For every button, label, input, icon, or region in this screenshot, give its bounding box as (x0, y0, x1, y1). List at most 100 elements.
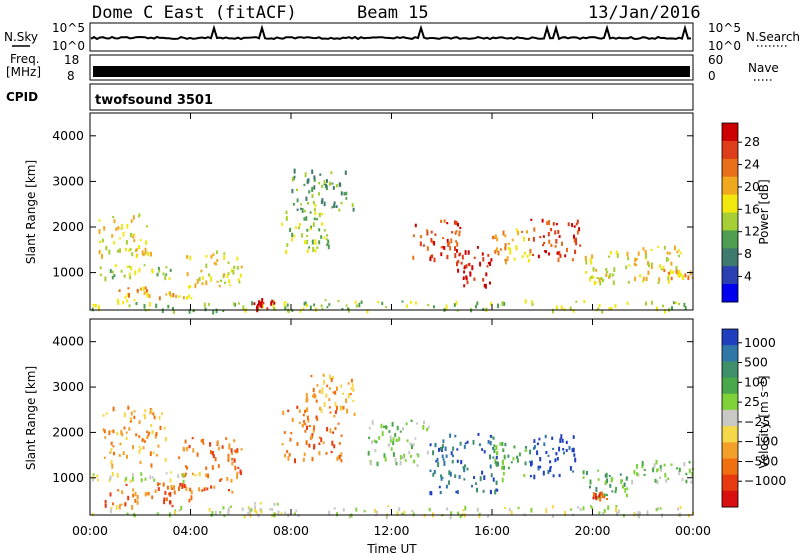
power-pixel (414, 223, 417, 228)
velocity-pixel (303, 420, 306, 424)
velocity-ytick-label: 2000 (52, 424, 84, 439)
power-pixel (127, 287, 130, 290)
velocity-pixel (579, 508, 582, 512)
power-pixel (234, 303, 236, 307)
power-pixel (121, 224, 124, 229)
velocity-pixel (313, 425, 316, 431)
velocity-pixel (287, 409, 290, 413)
velocity-pixel (298, 421, 301, 425)
velocity-pixel (389, 439, 392, 443)
power-pixel (345, 304, 348, 307)
power-pixel (543, 250, 546, 253)
velocity-pixel (454, 474, 457, 478)
velocity-pixel (121, 490, 124, 495)
velocity-pixel (271, 514, 274, 517)
power-pixel (291, 232, 294, 238)
power-pixel (118, 237, 121, 240)
power-pixel (682, 275, 684, 280)
power-pixel (144, 286, 147, 290)
velocity-colorbar-label: −25 (744, 414, 770, 429)
power-pixel (257, 303, 259, 306)
power-pixel (473, 256, 476, 259)
velocity-pixel (507, 454, 510, 458)
velocity-pixel (399, 455, 402, 460)
velocity-pixel (302, 457, 305, 462)
power-pixel (515, 228, 518, 232)
power-pixel (132, 233, 135, 239)
velocity-pixel (269, 508, 272, 511)
power-pixel (165, 293, 168, 296)
power-colorbar-swatch (722, 230, 738, 249)
power-pixel (139, 239, 142, 242)
velocity-colorbar-label: −500 (744, 453, 778, 468)
velocity-pixel (483, 450, 486, 454)
power-pixel (238, 280, 241, 284)
velocity-pixel (214, 510, 217, 516)
velocity-panel: 4000 3000 2000 1000 00:00 04:00 08:00 12:00 16:… (24, 113, 786, 554)
velocity-pixel (326, 384, 329, 388)
velocity-pixel (454, 434, 457, 438)
power-pixel (557, 230, 560, 234)
velocity-pixel (529, 449, 532, 455)
velocity-pixel (660, 468, 663, 473)
power-pixel (559, 253, 562, 258)
velocity-pixel (639, 511, 641, 516)
power-pixel (167, 304, 170, 309)
velocity-pixel (125, 436, 128, 440)
power-colorbar-swatch (722, 176, 738, 196)
power-pixel (168, 277, 171, 280)
velocity-pixel (524, 449, 527, 452)
velocity-pixel (510, 461, 513, 464)
velocity-pixel (381, 431, 384, 437)
velocity-pixel (376, 461, 379, 467)
velocity-pixel (398, 507, 401, 512)
power-pixel (332, 186, 335, 190)
power-pixel (331, 182, 334, 185)
power-pixel (592, 275, 595, 279)
power-pixel (482, 278, 485, 282)
power-pixel (458, 253, 461, 257)
power-pixel (98, 249, 101, 255)
velocity-pixel (558, 473, 561, 478)
power-pixel (196, 278, 199, 284)
power-pixel (210, 277, 213, 282)
velocity-pixel (348, 514, 351, 519)
power-pixel (476, 301, 479, 305)
nave-label: Nave (748, 61, 779, 75)
power-pixel (91, 307, 94, 312)
velocity-pixel (333, 507, 336, 510)
velocity-pixel (549, 467, 552, 473)
velocity-colorbar-label: 25 (744, 394, 760, 409)
velocity-pixel (624, 487, 627, 493)
velocity-pixel (124, 502, 127, 507)
velocity-pixel (125, 476, 128, 481)
power-pixel (615, 250, 618, 255)
velocity-colorbar-swatch (722, 490, 738, 508)
power-pixel (114, 264, 117, 268)
velocity-pixel (401, 512, 404, 515)
power-pixel (291, 188, 294, 194)
velocity-pixel (603, 508, 606, 513)
velocity-pixel (170, 471, 172, 474)
velocity-pixel (429, 491, 432, 496)
power-pixel (240, 265, 243, 269)
power-pixel (610, 251, 613, 255)
power-pixel (434, 233, 437, 236)
velocity-pixel (495, 455, 498, 460)
cpid-panel: CPID twofsound 3501 (6, 83, 694, 111)
power-pixel (203, 302, 206, 307)
velocity-pixel (410, 419, 413, 422)
power-pixel (489, 281, 491, 285)
velocity-pixel (597, 469, 600, 472)
velocity-pixel (414, 437, 417, 440)
power-pixel (273, 307, 275, 311)
power-pixel (443, 219, 446, 223)
velocity-pixel (320, 437, 323, 442)
velocity-pixel (179, 482, 182, 487)
velocity-pixel (683, 462, 686, 467)
velocity-pixel (402, 455, 404, 460)
velocity-pixel (233, 458, 236, 463)
velocity-pixel (132, 445, 134, 450)
velocity-pixel (340, 434, 343, 437)
velocity-pixel (442, 458, 445, 461)
